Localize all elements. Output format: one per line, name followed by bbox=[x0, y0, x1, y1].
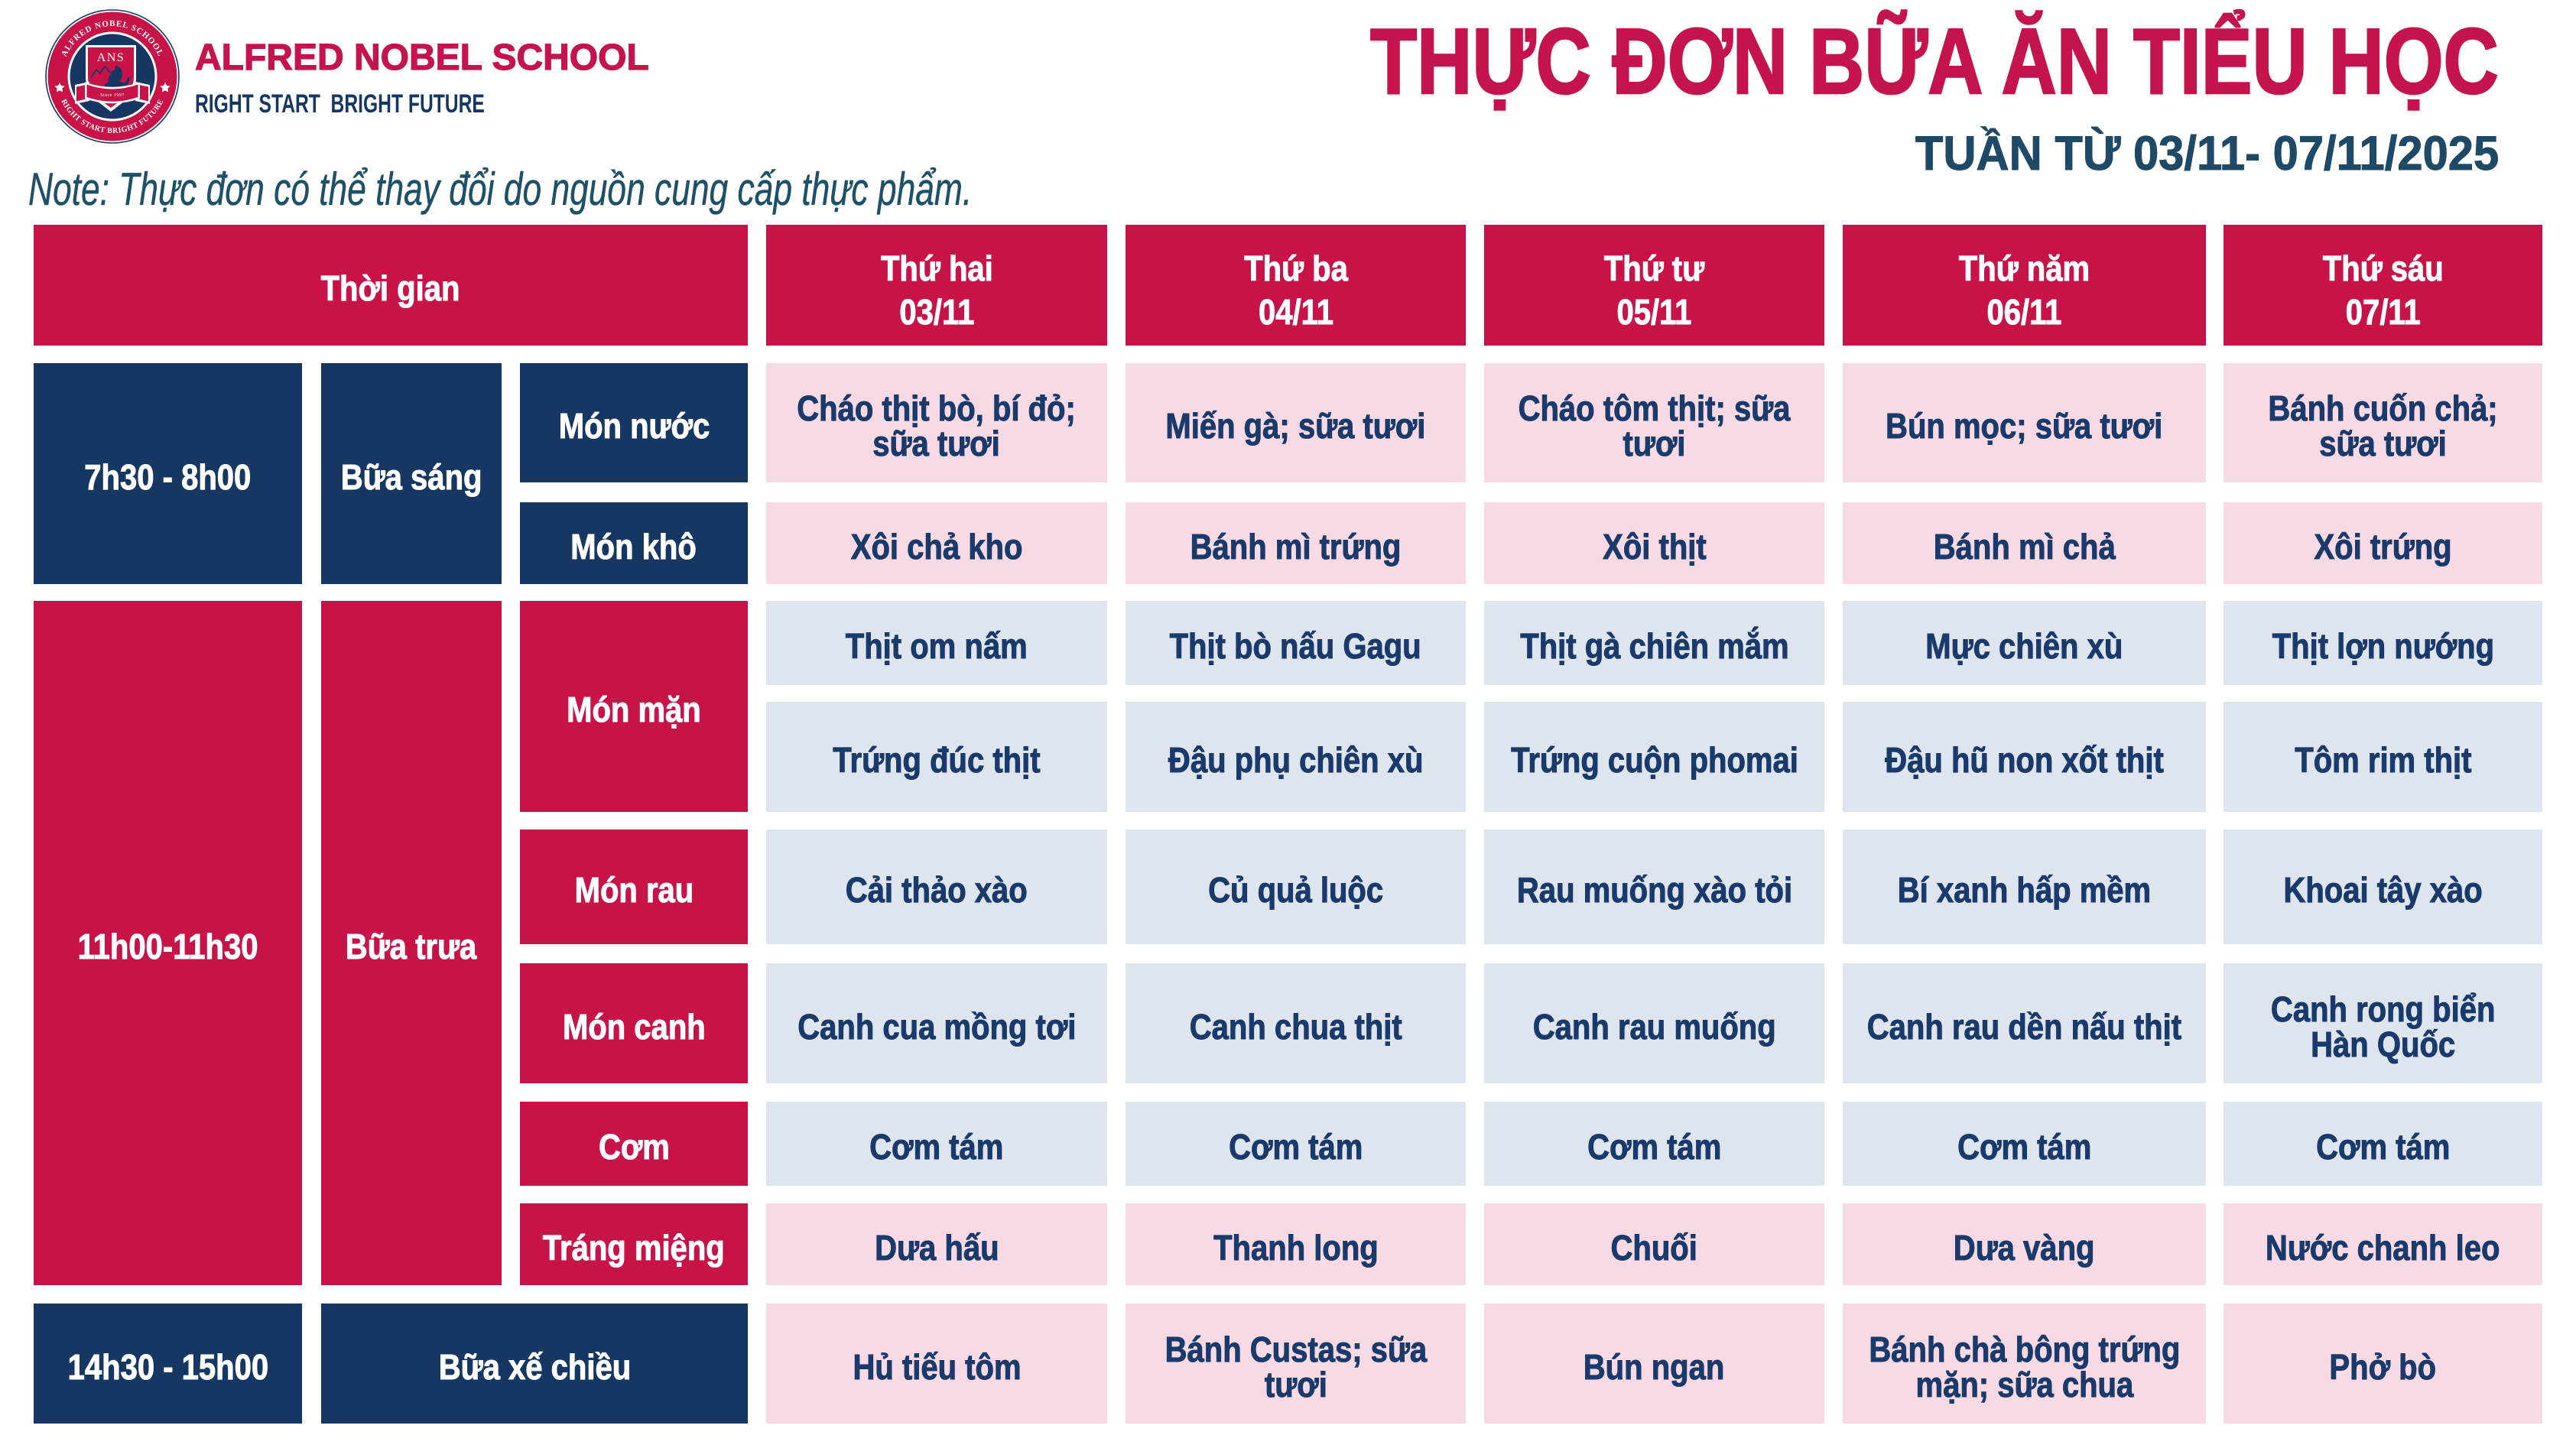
svg-text:Since 1997: Since 1997 bbox=[100, 93, 125, 98]
svg-text:ANS: ANS bbox=[97, 51, 125, 64]
